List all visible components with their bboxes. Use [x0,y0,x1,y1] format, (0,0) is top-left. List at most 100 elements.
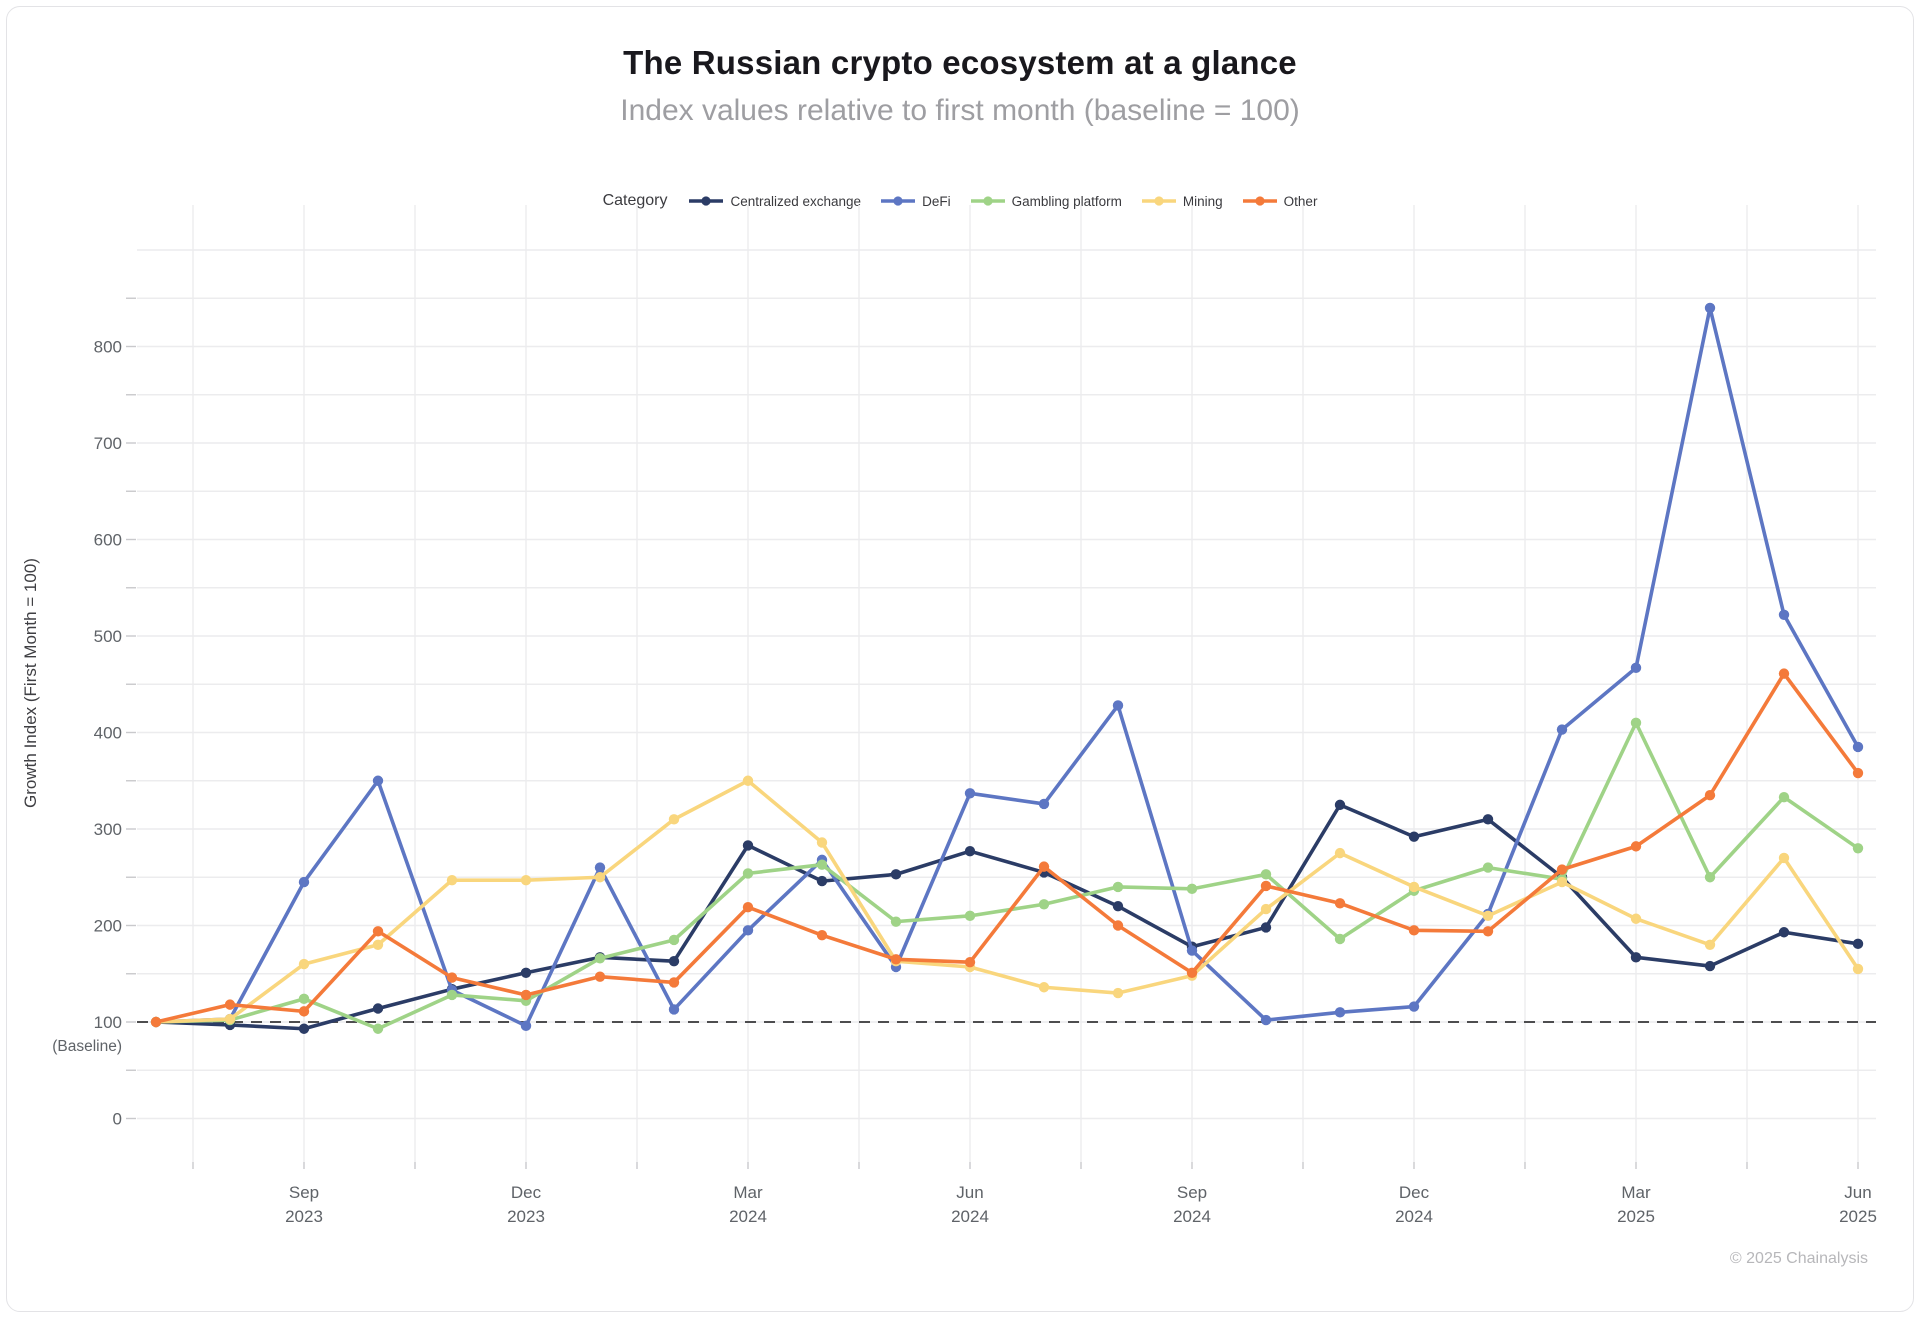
data-point-gambling-platform [890,916,902,927]
data-point-mining [520,874,532,886]
legend-item-defi[interactable]: DeFi [881,194,951,209]
y-axis-title: Growth Index (First Month = 100) [21,558,40,808]
legend-item-label: Gambling platform [1011,193,1122,209]
data-point-centralized-exchange [1260,922,1272,933]
data-point-other [1704,790,1716,801]
data-point-other [1112,920,1124,931]
data-point-gambling-platform [594,953,606,964]
data-point-other [1260,880,1272,892]
data-point-mining [1704,939,1716,950]
data-point-gambling-platform [1038,899,1050,910]
data-point-other [150,1016,162,1028]
y-tick-label: 200 [94,917,122,936]
data-point-defi [742,925,754,936]
x-tick-label-month: Jun [1844,1183,1871,1202]
legend-item-mining[interactable]: Mining [1141,194,1223,209]
data-point-gambling-platform [1778,791,1790,803]
data-point-other [446,972,458,983]
data-point-mining [446,874,458,886]
data-point-mining [1556,876,1568,888]
data-point-mining [668,814,680,825]
series-line-mining [154,778,1860,1024]
data-point-centralized-exchange [372,1003,384,1014]
data-point-other [1482,926,1494,937]
data-point-other [816,929,828,941]
data-point-mining [372,939,384,950]
data-point-centralized-exchange [1704,960,1716,972]
data-point-centralized-exchange [1630,952,1642,963]
legend-marker-icon [881,196,916,206]
y-tick-label: 0 [113,1110,122,1129]
data-point-defi [1778,609,1790,620]
legend-marker-icon [1242,196,1277,206]
series-line-centralized-exchange [154,803,1860,1031]
y-tick-label: 500 [94,627,122,646]
data-point-mining [816,837,828,848]
data-point-gambling-platform [816,859,828,870]
data-point-other [1038,861,1050,872]
legend-item-other[interactable]: Other [1242,193,1318,209]
x-tick-label-year: 2023 [507,1207,545,1226]
x-tick-label-year: 2024 [1173,1207,1211,1226]
data-point-centralized-exchange [816,875,828,887]
x-tick-label-month: Jun [956,1183,983,1202]
data-point-other [298,1006,310,1017]
data-point-defi [1260,1014,1272,1026]
data-point-mining [1334,847,1346,859]
data-point-other [668,977,680,988]
data-point-gambling-platform [964,910,976,922]
data-point-gambling-platform [1186,883,1198,895]
data-point-defi [298,876,310,888]
data-point-other [964,956,976,968]
data-point-other [1334,898,1346,909]
data-point-defi [1186,945,1198,956]
x-tick-label-year: 2025 [1839,1207,1877,1226]
data-point-centralized-exchange [890,869,902,880]
data-point-other [520,989,532,1001]
data-point-centralized-exchange [1778,927,1790,938]
data-point-centralized-exchange [1408,831,1420,842]
data-point-defi [594,862,606,873]
data-point-centralized-exchange [742,840,754,851]
data-point-mining [594,872,606,883]
data-point-centralized-exchange [1334,799,1346,811]
chart-subtitle: Index values relative to first month (ba… [620,94,1300,127]
data-point-defi [668,1004,680,1015]
x-tick-label-month: Mar [733,1183,763,1202]
chart-title: The Russian crypto ecosystem at a glance [623,44,1297,81]
x-tick-label-month: Dec [511,1183,542,1202]
x-tick-label-year: 2025 [1617,1207,1655,1226]
data-point-centralized-exchange [1112,901,1124,912]
legend-marker-icon [970,196,1005,206]
data-point-mining [1260,903,1272,915]
y-tick-label: 600 [94,531,122,550]
data-point-other [372,926,384,937]
data-point-other [1408,925,1420,936]
data-point-defi [372,775,384,786]
data-point-mining [1482,910,1494,922]
x-tick-label-year: 2023 [285,1207,323,1226]
legend-item-centralized-exchange[interactable]: Centralized exchange [689,194,861,209]
series-line-other [154,671,1860,1024]
data-point-centralized-exchange [1482,814,1494,825]
data-point-other [1778,668,1790,679]
series-line-gambling-platform [154,721,1860,1031]
data-point-gambling-platform [372,1023,384,1034]
data-point-other [1630,841,1642,852]
legend-item-gambling-platform[interactable]: Gambling platform [970,193,1122,209]
data-point-defi [1852,741,1864,753]
data-point-mining [1112,987,1124,999]
legend-item-label: Other [1283,193,1318,209]
data-point-mining [1408,881,1420,893]
x-tick-label-month: Sep [289,1183,319,1202]
data-point-mining [742,775,754,786]
data-point-other [1852,767,1864,779]
data-point-centralized-exchange [520,967,532,978]
y-tick-label: 700 [94,434,122,453]
x-tick-label-month: Sep [1177,1183,1207,1202]
data-point-defi [1630,662,1642,674]
data-point-defi [520,1020,532,1032]
data-point-gambling-platform [1260,869,1272,880]
